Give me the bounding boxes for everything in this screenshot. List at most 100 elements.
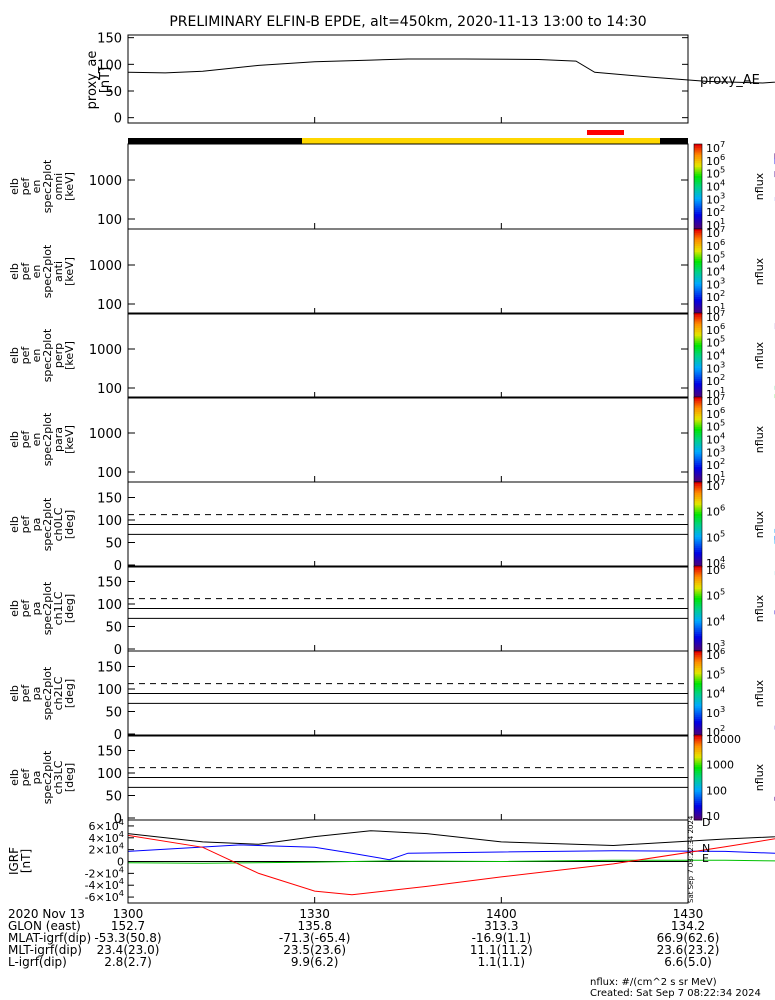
colorbar-band — [694, 545, 702, 549]
colorbar-band — [694, 441, 702, 445]
colorbar-band — [694, 516, 702, 519]
colorbar-band — [694, 769, 702, 772]
colorbar-tick-label: 105 — [706, 587, 725, 603]
ytick-label: 150 — [97, 661, 122, 676]
panel-ylabel-line: spec2plot — [41, 159, 54, 213]
colorbar-band — [694, 625, 702, 629]
panel-ylabel-line: en — [30, 433, 43, 447]
colorbar-band — [694, 237, 702, 241]
ytick-label: 0 — [114, 812, 122, 827]
colorbar-band — [694, 411, 702, 415]
colorbar-band — [694, 528, 702, 532]
panel-ylabel-line: pa — [30, 687, 43, 701]
colorbar-band — [694, 393, 702, 397]
colorbar-band — [694, 798, 702, 802]
panel-ylabel-line: [deg] — [63, 594, 76, 623]
colorbar-tick-label: 106 — [706, 561, 725, 577]
footer-cell: 135.8 — [297, 919, 331, 933]
colorbar-band — [694, 218, 702, 221]
colorbar-band — [694, 699, 702, 703]
colorbar-band — [694, 267, 702, 270]
colorbar-band — [694, 146, 702, 149]
colorbar-band — [694, 706, 702, 709]
panel-ylabel-line: pa — [30, 602, 43, 616]
colorbar-label-text: nflux — [753, 763, 766, 791]
panel-ylabel-line: spec2plot — [41, 497, 54, 551]
colorbar-band — [694, 433, 702, 436]
colorbar-band — [694, 321, 702, 325]
colorbar-band — [694, 269, 702, 272]
colorbar-band — [694, 175, 702, 179]
footer-cell: -71.3(-65.4) — [279, 931, 350, 945]
colorbar-tick-label: 1000 — [706, 759, 734, 772]
colorbar-band — [694, 547, 702, 551]
colorbar-band — [694, 387, 702, 390]
footer-cell: 313.3 — [484, 919, 518, 933]
colorbar-band — [694, 484, 702, 487]
colorbar-band — [694, 381, 702, 384]
colorbar-band — [694, 332, 702, 335]
panel-ylabel-line: [keV] — [63, 341, 76, 370]
colorbar-band — [694, 334, 702, 337]
colorbar-band — [694, 378, 702, 382]
colorbar-band — [694, 623, 702, 626]
panel-ylabel-line: omni — [52, 173, 65, 200]
colorbar-band — [694, 712, 702, 716]
colorbar-band — [694, 347, 702, 350]
colorbar-band — [694, 294, 702, 298]
colorbar-band — [694, 642, 702, 646]
colorbar-band — [694, 303, 702, 306]
colorbar-band — [694, 256, 702, 260]
colorbar-band — [694, 496, 702, 500]
colorbar-band — [694, 499, 702, 502]
colorbar-band — [694, 414, 702, 417]
proxy-ae-ylabel-line: [nT] — [98, 67, 113, 93]
colorbar-label: nflux — [753, 425, 766, 453]
proxy-ae-frame — [127, 34, 689, 124]
colorbar-band — [694, 520, 702, 523]
colorbar-band — [694, 209, 702, 213]
colorbar-band — [694, 385, 702, 388]
colorbar-band — [694, 315, 702, 318]
proxy-ae-ylabel-line: proxy_ae — [85, 51, 100, 110]
colorbar-band — [694, 273, 702, 277]
footer-row-label: MLT-igrf(dip) — [8, 943, 82, 957]
colorbar-tick-label: 10 — [706, 810, 720, 823]
colorbar-band — [694, 550, 702, 553]
colorbar-band — [694, 554, 702, 557]
colorbar-band — [694, 680, 702, 684]
colorbar-band — [694, 710, 702, 714]
colorbar-band — [694, 670, 702, 673]
panel-frame — [127, 312, 689, 399]
colorbar-band — [694, 541, 702, 545]
colorbar-band — [694, 161, 702, 164]
colorbar-band — [694, 319, 702, 322]
status-bar-zone — [587, 130, 624, 135]
colorbar-band — [694, 507, 702, 511]
colorbar-band — [694, 178, 702, 181]
footer-cell: -53.3(50.8) — [94, 931, 161, 945]
colorbar-band — [694, 265, 702, 268]
colorbar-band — [694, 248, 702, 251]
colorbar-band — [694, 422, 702, 426]
colorbar-band — [694, 697, 702, 701]
colorbar-band — [694, 231, 702, 234]
colorbar-band — [694, 689, 702, 692]
panel-ylabel-line: pef — [19, 599, 32, 618]
colorbar-tick-label: 104 — [706, 685, 725, 701]
colorbar-band — [694, 156, 702, 160]
footer-cell: 2.8(2.7) — [104, 955, 152, 969]
colorbar-band — [694, 353, 702, 356]
colorbar-band — [694, 344, 702, 348]
igrf-ytick-label: -4×104 — [85, 876, 124, 892]
colorbar-band — [694, 203, 702, 207]
colorbar-band — [694, 148, 702, 151]
igrf-ylabel-line: IGRF — [7, 847, 21, 875]
footer-cell: 11.1(11.2) — [470, 943, 533, 957]
panel-ylabel-line: pef — [19, 346, 32, 365]
colorbar-band — [694, 627, 702, 631]
